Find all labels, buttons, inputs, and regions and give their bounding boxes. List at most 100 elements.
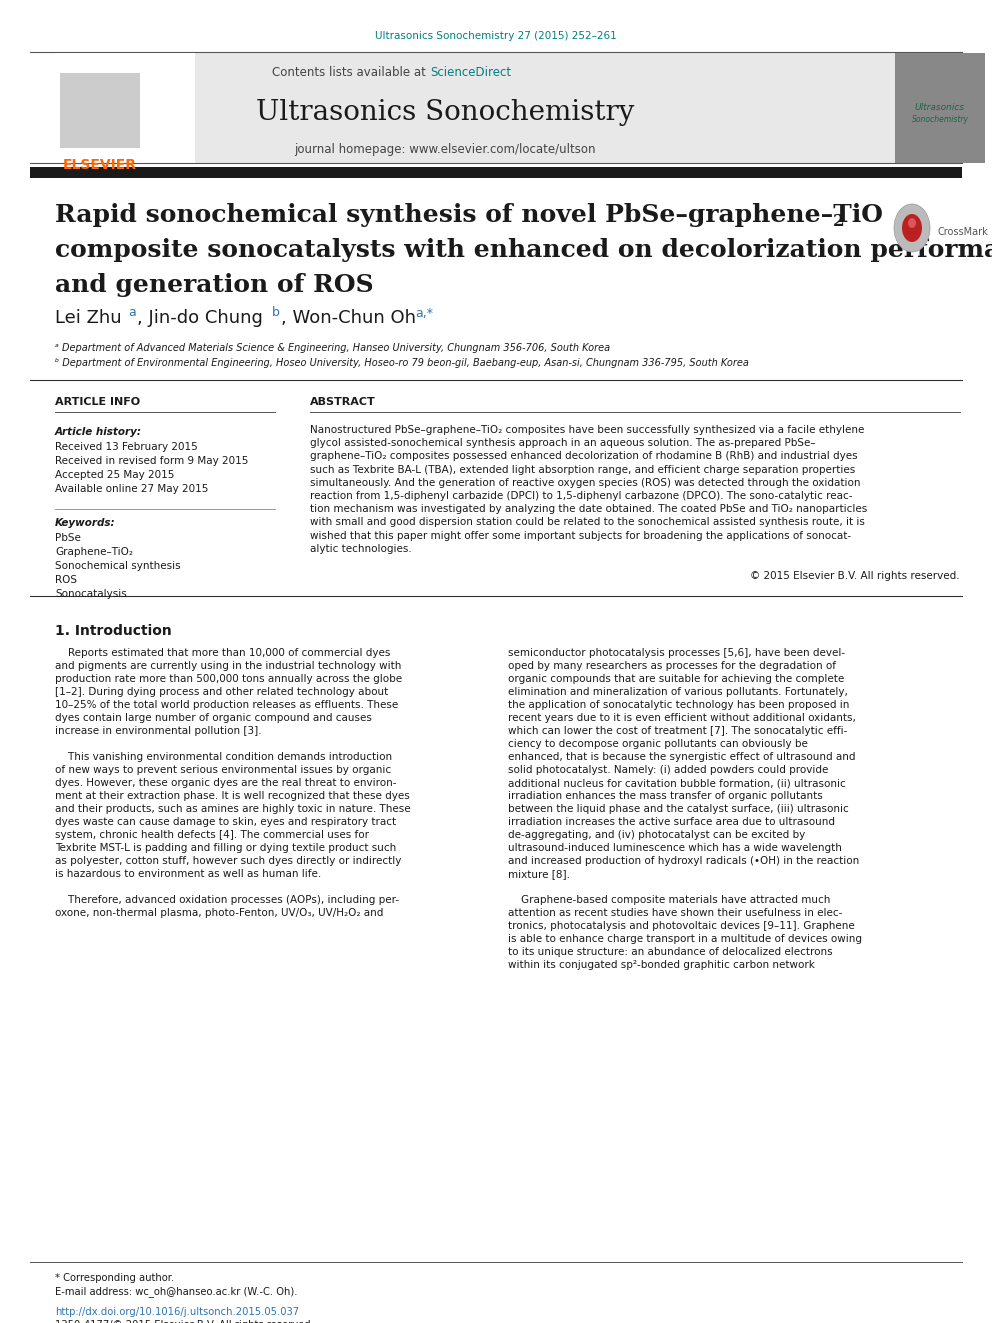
Text: dyes contain large number of organic compound and causes: dyes contain large number of organic com… [55,713,372,722]
Text: Available online 27 May 2015: Available online 27 May 2015 [55,484,208,493]
Bar [0,0,992,56]
Text: of new ways to prevent serious environmental issues by organic: of new ways to prevent serious environme… [55,765,391,775]
Text: Received in revised form 9 May 2015: Received in revised form 9 May 2015 [55,456,248,466]
Text: Sonochemical synthesis: Sonochemical synthesis [55,561,181,572]
Ellipse shape [894,204,930,251]
Text: Ultrasonics Sonochemistry: Ultrasonics Sonochemistry [256,98,634,126]
Text: b: b [272,307,280,319]
Text: a,*: a,* [415,307,433,319]
Text: ELSEVIER: ELSEVIER [63,157,137,172]
Text: to its unique structure: an abundance of delocalized electrons: to its unique structure: an abundance of… [508,947,832,957]
Text: Nanostructured PbSe–graphene–TiO₂ composites have been successfully synthesized : Nanostructured PbSe–graphene–TiO₂ compos… [310,425,864,435]
Text: between the liquid phase and the catalyst surface, (iii) ultrasonic: between the liquid phase and the catalys… [508,804,849,814]
Text: ultrasound-induced luminescence which has a wide wavelength: ultrasound-induced luminescence which ha… [508,843,842,853]
Text: attention as recent studies have shown their usefulness in elec-: attention as recent studies have shown t… [508,908,842,918]
Text: with small and good dispersion station could be related to the sonochemical assi: with small and good dispersion station c… [310,517,865,528]
Text: ARTICLE INFO: ARTICLE INFO [55,397,140,407]
Text: Reports estimated that more than 10,000 of commercial dyes: Reports estimated that more than 10,000 … [55,648,391,658]
Text: PbSe: PbSe [55,533,81,542]
Text: journal homepage: www.elsevier.com/locate/ultson: journal homepage: www.elsevier.com/locat… [295,143,596,156]
Text: Sonocatalysis: Sonocatalysis [55,589,127,599]
Text: such as Texbrite BA-L (TBA), extended light absorption range, and efficient char: such as Texbrite BA-L (TBA), extended li… [310,464,855,475]
Text: Graphene–TiO₂: Graphene–TiO₂ [55,546,133,557]
Text: tion mechanism was investigated by analyzing the date obtained. The coated PbSe : tion mechanism was investigated by analy… [310,504,867,515]
Text: ROS: ROS [55,576,77,585]
Text: solid photocatalyst. Namely: (i) added powders could provide: solid photocatalyst. Namely: (i) added p… [508,765,828,775]
Text: This vanishing environmental condition demands introduction: This vanishing environmental condition d… [55,751,392,762]
Text: recent years due to it is even efficient without additional oxidants,: recent years due to it is even efficient… [508,713,856,722]
Text: de-aggregating, and (iv) photocatalyst can be excited by: de-aggregating, and (iv) photocatalyst c… [508,830,806,840]
Text: * Corresponding author.: * Corresponding author. [55,1273,175,1283]
Text: a: a [128,307,136,319]
Bar [60,73,140,148]
Text: and generation of ROS: and generation of ROS [55,273,374,296]
Text: http://dx.doi.org/10.1016/j.ultsonch.2015.05.037: http://dx.doi.org/10.1016/j.ultsonch.201… [55,1307,300,1316]
Text: elimination and mineralization of various pollutants. Fortunately,: elimination and mineralization of variou… [508,687,848,697]
Text: Rapid sonochemical synthesis of novel PbSe–graphene–TiO: Rapid sonochemical synthesis of novel Pb… [55,202,883,228]
Text: ciency to decompose organic pollutants can obviously be: ciency to decompose organic pollutants c… [508,740,807,749]
Text: Ultrasonics: Ultrasonics [915,103,965,112]
Text: wished that this paper might offer some important subjects for broadening the ap: wished that this paper might offer some … [310,531,851,541]
Text: oxone, non-thermal plasma, photo-Fenton, UV/O₃, UV/H₂O₂ and: oxone, non-thermal plasma, photo-Fenton,… [55,908,383,918]
Text: 10–25% of the total world production releases as effluents. These: 10–25% of the total world production rel… [55,700,398,710]
Text: , Won-Chun Oh: , Won-Chun Oh [281,310,422,327]
Text: is able to enhance charge transport in a multitude of devices owing: is able to enhance charge transport in a… [508,934,862,945]
Text: additional nucleus for cavitation bubble formation, (ii) ultrasonic: additional nucleus for cavitation bubble… [508,778,846,789]
Text: organic compounds that are suitable for achieving the complete: organic compounds that are suitable for … [508,673,844,684]
Text: Keywords:: Keywords: [55,519,116,528]
Text: oped by many researchers as processes for the degradation of: oped by many researchers as processes fo… [508,662,836,671]
Text: and increased production of hydroxyl radicals (•OH) in the reaction: and increased production of hydroxyl rad… [508,856,859,867]
Text: which can lower the cost of treatment [7]. The sonocatalytic effi-: which can lower the cost of treatment [7… [508,726,847,736]
Text: ᵃ Department of Advanced Materials Science & Engineering, Hanseo University, Chu: ᵃ Department of Advanced Materials Scien… [55,343,610,353]
Text: 2: 2 [833,213,844,230]
Text: ment at their extraction phase. It is well recognized that these dyes: ment at their extraction phase. It is we… [55,791,410,800]
Text: ScienceDirect: ScienceDirect [430,66,511,79]
Ellipse shape [902,214,922,242]
Text: ABSTRACT: ABSTRACT [310,397,376,407]
Text: Texbrite MST-L is padding and filling or dying textile product such: Texbrite MST-L is padding and filling or… [55,843,396,853]
Text: Graphene-based composite materials have attracted much: Graphene-based composite materials have … [508,894,830,905]
Bar [30,167,962,179]
Text: as polyester, cotton stuff, however such dyes directly or indirectly: as polyester, cotton stuff, however such… [55,856,402,867]
Text: composite sonocatalysts with enhanced on decolorization performance: composite sonocatalysts with enhanced on… [55,238,992,262]
Text: and pigments are currently using in the industrial technology with: and pigments are currently using in the … [55,662,402,671]
Text: Therefore, advanced oxidation processes (AOPs), including per-: Therefore, advanced oxidation processes … [55,894,399,905]
Text: simultaneously. And the generation of reactive oxygen species (ROS) was detected: simultaneously. And the generation of re… [310,478,860,488]
Text: and their products, such as amines are highly toxic in nature. These: and their products, such as amines are h… [55,804,411,814]
Text: within its conjugated sp²-bonded graphitic carbon network: within its conjugated sp²-bonded graphit… [508,960,814,970]
Text: irradiation increases the active surface area due to ultrasound: irradiation increases the active surface… [508,818,835,827]
Text: , Jin-do Chung: , Jin-do Chung [137,310,269,327]
Text: production rate more than 500,000 tons annually across the globe: production rate more than 500,000 tons a… [55,673,402,684]
Text: Ultrasonics Sonochemistry 27 (2015) 252–261: Ultrasonics Sonochemistry 27 (2015) 252–… [375,30,617,41]
Text: © 2015 Elsevier B.V. All rights reserved.: © 2015 Elsevier B.V. All rights reserved… [750,572,960,581]
Text: ᵇ Department of Environmental Engineering, Hoseo University, Hoseo-ro 79 beon-gi: ᵇ Department of Environmental Engineerin… [55,359,749,368]
Text: Article history:: Article history: [55,427,142,437]
Text: the application of sonocatalytic technology has been proposed in: the application of sonocatalytic technol… [508,700,849,710]
Text: mixture [8].: mixture [8]. [508,869,570,878]
Text: tronics, photocatalysis and photovoltaic devices [9–11]. Graphene: tronics, photocatalysis and photovoltaic… [508,921,855,931]
Text: dyes. However, these organic dyes are the real threat to environ-: dyes. However, these organic dyes are th… [55,778,397,789]
Text: Contents lists available at: Contents lists available at [273,66,430,79]
Text: semiconductor photocatalysis processes [5,6], have been devel-: semiconductor photocatalysis processes [… [508,648,845,658]
Bar [55,53,895,163]
Text: is hazardous to environment as well as human life.: is hazardous to environment as well as h… [55,869,321,878]
Text: system, chronic health defects [4]. The commercial uses for: system, chronic health defects [4]. The … [55,830,369,840]
Text: 1350-4177/© 2015 Elsevier B.V. All rights reserved.: 1350-4177/© 2015 Elsevier B.V. All right… [55,1320,313,1323]
Ellipse shape [908,218,916,228]
Bar [55,53,195,163]
Text: Sonochemistry: Sonochemistry [912,115,968,124]
Text: CrossMark: CrossMark [938,228,989,237]
Text: Accepted 25 May 2015: Accepted 25 May 2015 [55,470,175,480]
Text: reaction from 1,5-diphenyl carbazide (DPCI) to 1,5-diphenyl carbazone (DPCO). Th: reaction from 1,5-diphenyl carbazide (DP… [310,491,852,501]
Text: [1–2]. During dying process and other related technology about: [1–2]. During dying process and other re… [55,687,388,697]
Text: glycol assisted-sonochemical synthesis approach in an aqueous solution. The as-p: glycol assisted-sonochemical synthesis a… [310,438,815,448]
Text: increase in environmental pollution [3].: increase in environmental pollution [3]. [55,726,262,736]
Text: E-mail address: wc_oh@hanseo.ac.kr (W.-C. Oh).: E-mail address: wc_oh@hanseo.ac.kr (W.-C… [55,1286,298,1298]
Text: enhanced, that is because the synergistic effect of ultrasound and: enhanced, that is because the synergisti… [508,751,855,762]
Text: Received 13 February 2015: Received 13 February 2015 [55,442,197,452]
Bar [895,53,985,163]
Text: graphene–TiO₂ composites possessed enhanced decolorization of rhodamine B (RhB) : graphene–TiO₂ composites possessed enhan… [310,451,858,462]
Text: alytic technologies.: alytic technologies. [310,544,412,554]
Text: irradiation enhances the mass transfer of organic pollutants: irradiation enhances the mass transfer o… [508,791,822,800]
Text: Lei Zhu: Lei Zhu [55,310,127,327]
